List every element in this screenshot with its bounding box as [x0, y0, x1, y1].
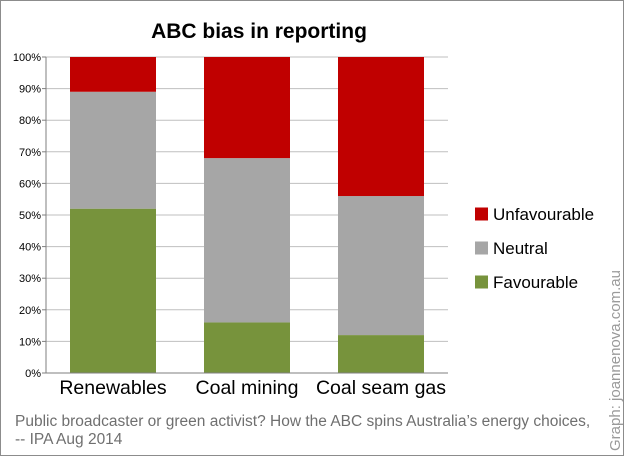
bar-neutral-renewables — [70, 91, 156, 209]
legend-swatch-favourable — [475, 275, 488, 289]
y-tick-label: 40% — [19, 242, 41, 254]
bar-neutral-coal-mining — [204, 158, 290, 323]
caption-line-1: Public broadcaster or green activist? Ho… — [15, 413, 591, 430]
y-tick-label: 50% — [19, 210, 41, 222]
watermark: Graph: joannenova.com.au — [607, 270, 624, 451]
y-tick-label: 100% — [13, 52, 41, 64]
bar-neutral-coal-seam-gas — [338, 196, 424, 336]
legend-label-unfavourable: Unfavourable — [493, 205, 594, 224]
y-tick-label: 70% — [19, 147, 41, 159]
bar-favourable-renewables — [70, 208, 156, 373]
bar-unfavourable-coal-mining — [204, 57, 290, 159]
bar-favourable-coal-mining — [204, 322, 290, 373]
bar-unfavourable-renewables — [70, 57, 156, 92]
bars — [70, 57, 424, 373]
y-tick-label: 30% — [19, 273, 41, 285]
y-tick-label: 60% — [19, 178, 41, 190]
bar-favourable-coal-seam-gas — [338, 335, 424, 373]
y-axis: 0% 10% 20% 30% 40% 50% 60% 70% 80% 90% 100% — [13, 52, 47, 380]
y-tick-label: 20% — [19, 305, 41, 317]
chart-title: ABC bias in reporting — [151, 20, 367, 43]
y-tick-label: 0% — [25, 368, 41, 380]
legend: Unfavourable Neutral Favourable — [475, 205, 594, 292]
legend-swatch-unfavourable — [475, 207, 488, 221]
bar-unfavourable-coal-seam-gas — [338, 57, 424, 197]
x-category-label: Coal mining — [196, 377, 299, 399]
legend-label-neutral: Neutral — [493, 239, 548, 258]
x-category-label: Renewables — [59, 377, 167, 399]
x-axis: Renewables Coal mining Coal seam gas — [46, 372, 448, 399]
y-tick-label: 90% — [19, 84, 41, 96]
y-tick-label: 10% — [19, 336, 41, 348]
y-tick-label: 80% — [19, 115, 41, 127]
legend-swatch-neutral — [475, 241, 488, 255]
caption-line-2: -- IPA Aug 2014 — [15, 431, 123, 448]
source-caption: Public broadcaster or green activist? Ho… — [15, 413, 605, 449]
legend-label-favourable: Favourable — [493, 273, 578, 292]
x-category-label: Coal seam gas — [316, 377, 446, 399]
